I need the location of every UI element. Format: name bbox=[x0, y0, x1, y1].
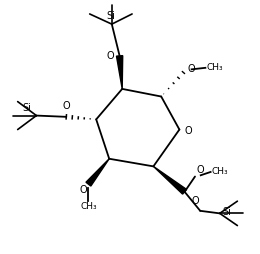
Text: O: O bbox=[196, 165, 204, 175]
Text: O: O bbox=[184, 126, 192, 136]
Text: Si: Si bbox=[222, 207, 231, 217]
Text: O: O bbox=[80, 185, 87, 195]
Text: O: O bbox=[107, 51, 114, 61]
Text: O: O bbox=[62, 101, 70, 111]
Text: CH₃: CH₃ bbox=[80, 202, 97, 211]
Polygon shape bbox=[86, 159, 109, 186]
Text: Si: Si bbox=[23, 103, 32, 113]
Polygon shape bbox=[116, 56, 123, 89]
Polygon shape bbox=[153, 166, 187, 194]
Text: O: O bbox=[191, 196, 199, 206]
Text: CH₃: CH₃ bbox=[206, 63, 223, 72]
Text: O: O bbox=[187, 64, 195, 74]
Text: Si: Si bbox=[106, 11, 115, 21]
Text: CH₃: CH₃ bbox=[212, 167, 228, 177]
